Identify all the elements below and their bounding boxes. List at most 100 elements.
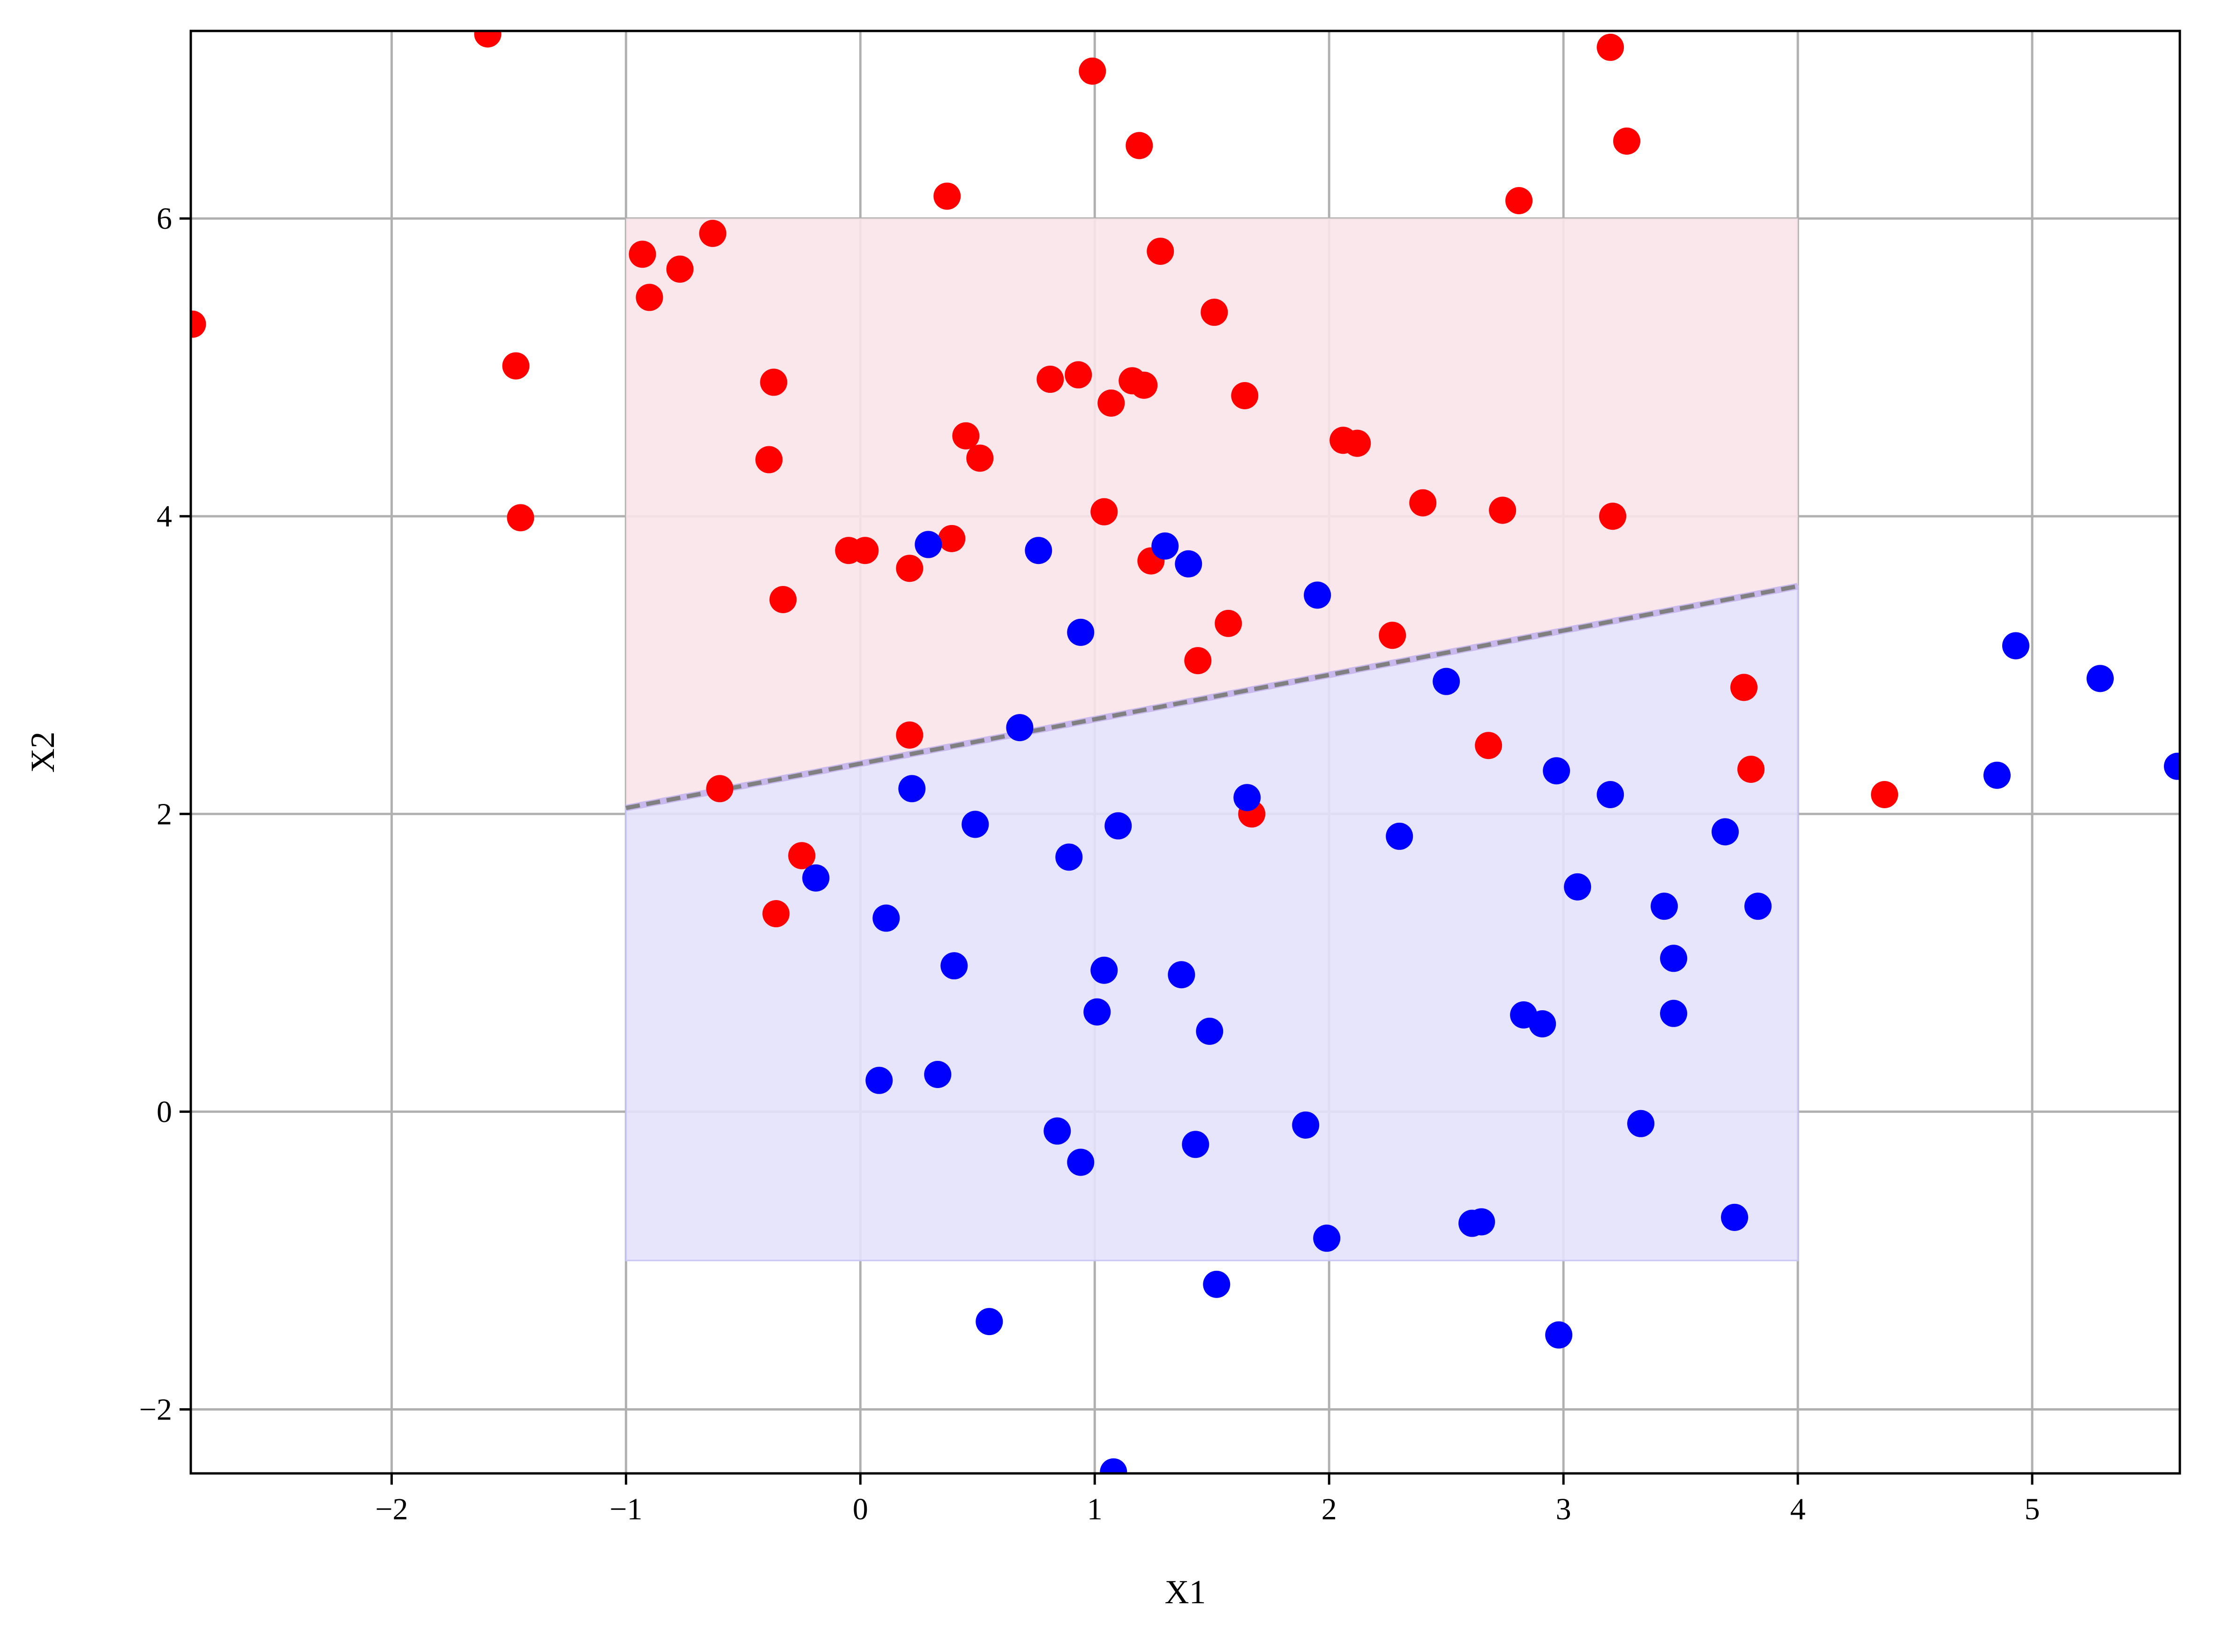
blue-point [1203, 1270, 1231, 1298]
red-point [1613, 127, 1641, 155]
blue-point [1529, 1010, 1556, 1038]
red-point [1737, 756, 1765, 783]
blue-point [1545, 1321, 1573, 1349]
red-point [896, 721, 924, 749]
x-tick-label: −2 [375, 1492, 408, 1526]
blue-point [1083, 998, 1111, 1026]
blue-point [1175, 550, 1202, 578]
x-tick-label: 2 [1321, 1492, 1337, 1526]
blue-point [1044, 1117, 1071, 1145]
plot-frame [189, 30, 2181, 1475]
blue-point [1313, 1224, 1341, 1252]
red-point [666, 255, 694, 283]
blue-point [1090, 956, 1118, 984]
red-point [769, 586, 797, 614]
blue-point [1151, 532, 1179, 560]
blue-point [924, 1060, 952, 1088]
axis-ticks: −2 −1 0 1 2 3 4 5 −2 0 2 4 6 [139, 202, 2040, 1526]
red-point [755, 446, 783, 473]
blue-point [1627, 1110, 1655, 1137]
blue-point [1304, 581, 1331, 609]
red-point [1126, 132, 1153, 159]
blue-point [1386, 822, 1413, 850]
red-point [507, 504, 534, 532]
blue-point [1168, 961, 1195, 989]
x-tick-label: 3 [1556, 1492, 1571, 1526]
blue-point [1182, 1131, 1209, 1158]
blue-point [1067, 1149, 1095, 1176]
y-axis-label: X2 [24, 732, 61, 773]
red-point [1090, 498, 1118, 526]
y-tick-label: 6 [157, 202, 172, 236]
decision-boundary [625, 583, 1799, 811]
blue-point [1660, 999, 1688, 1027]
blue-point [1104, 812, 1132, 840]
y-tick-label: 2 [157, 797, 172, 831]
y-tick-label: −2 [139, 1392, 172, 1427]
blue-point [2002, 632, 2030, 660]
red-point [1344, 429, 1371, 457]
red-point [1730, 674, 1758, 701]
blue-point [1433, 668, 1460, 695]
red-point [1065, 361, 1092, 389]
blue-point [1468, 1208, 1495, 1236]
red-point [1147, 237, 1174, 265]
x-tick-label: 1 [1087, 1492, 1103, 1526]
blue-point [915, 531, 942, 558]
red-point [788, 842, 816, 870]
red-point [1409, 489, 1437, 517]
x-tick-label: 0 [853, 1492, 868, 1526]
blue-point [2087, 665, 2114, 692]
red-point [851, 537, 879, 564]
y-tick-label: 0 [157, 1095, 172, 1129]
red-point [706, 775, 734, 803]
red-point [1505, 187, 1533, 214]
red-point [952, 422, 980, 450]
blue-point [898, 775, 926, 803]
x-axis-label: X1 [1165, 1573, 1206, 1611]
red-point [1130, 371, 1158, 399]
red-point [1597, 33, 1624, 61]
red-point [896, 555, 924, 582]
x-tick-label: 5 [2025, 1492, 2040, 1526]
red-point [629, 240, 656, 268]
boundary-line [625, 584, 1798, 811]
red-point [474, 31, 502, 48]
blue-point [1196, 1017, 1224, 1045]
red-point [1036, 366, 1064, 393]
red-point [933, 182, 961, 210]
red-point [1184, 647, 1212, 675]
blue-point [802, 864, 830, 892]
red-point [191, 310, 206, 338]
blue-point [1744, 893, 1772, 920]
blue-point [1721, 1203, 1749, 1231]
blue-point [1660, 945, 1688, 972]
red-point [1599, 503, 1627, 530]
red-point [502, 352, 530, 380]
blue-point [1712, 818, 1739, 846]
red-region [626, 218, 1798, 808]
blue-point [1025, 537, 1052, 564]
blue-point [1055, 843, 1083, 871]
blue-point [1006, 714, 1034, 742]
blue-point [1067, 618, 1095, 646]
decision-regions [625, 218, 1799, 1262]
red-point [1215, 609, 1242, 637]
red-point [966, 444, 994, 472]
x-tick-label: 4 [1790, 1492, 1806, 1526]
red-point [1231, 382, 1259, 409]
x-tick-label: −1 [609, 1492, 642, 1526]
blue-point [1651, 893, 1678, 920]
blue-point [2164, 752, 2180, 780]
red-point [1871, 781, 1899, 808]
blue-point [961, 811, 989, 838]
red-point [762, 900, 790, 928]
axes-frame [189, 30, 2181, 1475]
blue-point [940, 952, 968, 980]
blue-point [872, 904, 900, 932]
blue-point [1983, 761, 2011, 789]
data-points [191, 31, 2180, 1473]
red-point [699, 219, 727, 247]
red-point [1489, 496, 1517, 524]
